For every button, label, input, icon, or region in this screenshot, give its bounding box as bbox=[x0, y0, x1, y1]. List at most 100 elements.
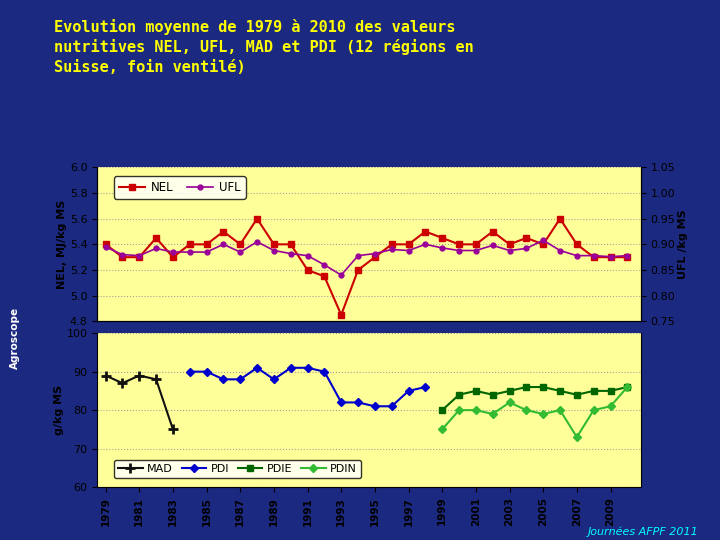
Line: MAD: MAD bbox=[101, 370, 178, 434]
UFL bbox=[590, 252, 598, 259]
Y-axis label: UFL /kg MS: UFL /kg MS bbox=[678, 210, 688, 279]
UFL bbox=[102, 244, 110, 250]
PDI bbox=[269, 376, 278, 382]
PDI bbox=[320, 368, 329, 375]
UFL bbox=[404, 247, 413, 254]
NEL bbox=[135, 254, 143, 260]
PDIE bbox=[438, 407, 446, 414]
UFL bbox=[253, 239, 261, 245]
PDIE bbox=[472, 388, 480, 394]
UFL bbox=[320, 262, 329, 268]
NEL bbox=[118, 254, 127, 260]
PDIN bbox=[438, 426, 446, 433]
PDIN bbox=[623, 384, 631, 390]
PDIN bbox=[505, 399, 514, 406]
NEL bbox=[320, 273, 329, 280]
MAD bbox=[135, 372, 143, 379]
NEL bbox=[202, 241, 211, 247]
PDIN bbox=[472, 407, 480, 414]
UFL bbox=[556, 247, 564, 254]
PDIN bbox=[556, 407, 564, 414]
NEL bbox=[287, 241, 295, 247]
PDIE bbox=[556, 388, 564, 394]
UFL bbox=[354, 252, 362, 259]
PDI bbox=[186, 368, 194, 375]
MAD bbox=[102, 372, 110, 379]
PDIN bbox=[455, 407, 464, 414]
PDIN bbox=[488, 411, 497, 417]
UFL bbox=[539, 237, 547, 244]
PDIN bbox=[522, 407, 531, 414]
UFL bbox=[269, 247, 278, 254]
NEL bbox=[102, 241, 110, 247]
UFL bbox=[236, 249, 245, 255]
UFL bbox=[488, 242, 497, 248]
PDI bbox=[303, 364, 312, 371]
Y-axis label: g/kg MS: g/kg MS bbox=[54, 385, 63, 435]
Text: Evolution moyenne de 1979 à 2010 des valeurs
nutritives NEL, UFL, MAD et PDI (12: Evolution moyenne de 1979 à 2010 des val… bbox=[54, 19, 474, 75]
UFL bbox=[387, 246, 396, 253]
Y-axis label: NEL, MJ/kg MS: NEL, MJ/kg MS bbox=[57, 200, 67, 289]
PDI bbox=[202, 368, 211, 375]
PDI bbox=[354, 399, 362, 406]
NEL bbox=[505, 241, 514, 247]
PDI bbox=[219, 376, 228, 382]
Line: PDIN: PDIN bbox=[439, 384, 630, 440]
PDIE bbox=[505, 388, 514, 394]
UFL bbox=[303, 252, 312, 259]
NEL bbox=[186, 241, 194, 247]
UFL bbox=[202, 249, 211, 255]
PDIE bbox=[522, 384, 531, 390]
NEL bbox=[219, 228, 228, 235]
PDIN bbox=[606, 403, 615, 409]
UFL bbox=[186, 249, 194, 255]
PDI bbox=[236, 376, 245, 382]
UFL bbox=[438, 245, 446, 251]
PDIE bbox=[455, 392, 464, 398]
NEL bbox=[168, 254, 177, 260]
Line: PDI: PDI bbox=[187, 365, 428, 409]
PDI bbox=[404, 388, 413, 394]
UFL bbox=[219, 241, 228, 247]
PDIN bbox=[590, 407, 598, 414]
Line: NEL: NEL bbox=[102, 215, 631, 318]
UFL bbox=[522, 245, 531, 252]
NEL bbox=[387, 241, 396, 247]
NEL bbox=[253, 215, 261, 222]
UFL bbox=[287, 251, 295, 257]
UFL bbox=[455, 247, 464, 254]
PDIE bbox=[539, 384, 547, 390]
NEL bbox=[606, 254, 615, 260]
NEL bbox=[623, 254, 631, 260]
PDIE bbox=[572, 392, 581, 398]
PDIE bbox=[623, 384, 631, 390]
MAD bbox=[152, 376, 161, 382]
UFL bbox=[371, 251, 379, 257]
MAD bbox=[118, 380, 127, 387]
UFL bbox=[152, 245, 161, 252]
NEL bbox=[455, 241, 464, 247]
NEL bbox=[590, 254, 598, 260]
UFL bbox=[337, 272, 346, 279]
NEL bbox=[421, 228, 430, 235]
PDI bbox=[421, 384, 430, 390]
UFL bbox=[606, 253, 615, 260]
UFL bbox=[505, 247, 514, 254]
NEL bbox=[556, 215, 564, 222]
NEL bbox=[269, 241, 278, 247]
PDIN bbox=[572, 434, 581, 440]
UFL bbox=[168, 249, 177, 255]
Line: PDIE: PDIE bbox=[438, 383, 631, 414]
PDI bbox=[287, 364, 295, 371]
NEL bbox=[539, 241, 547, 247]
MAD bbox=[168, 426, 177, 433]
PDIE bbox=[606, 388, 615, 394]
PDI bbox=[253, 364, 261, 371]
PDIE bbox=[488, 392, 497, 398]
NEL bbox=[152, 235, 161, 241]
NEL bbox=[303, 267, 312, 273]
NEL bbox=[472, 241, 480, 247]
NEL bbox=[488, 228, 497, 235]
UFL bbox=[572, 252, 581, 259]
NEL bbox=[354, 267, 362, 273]
